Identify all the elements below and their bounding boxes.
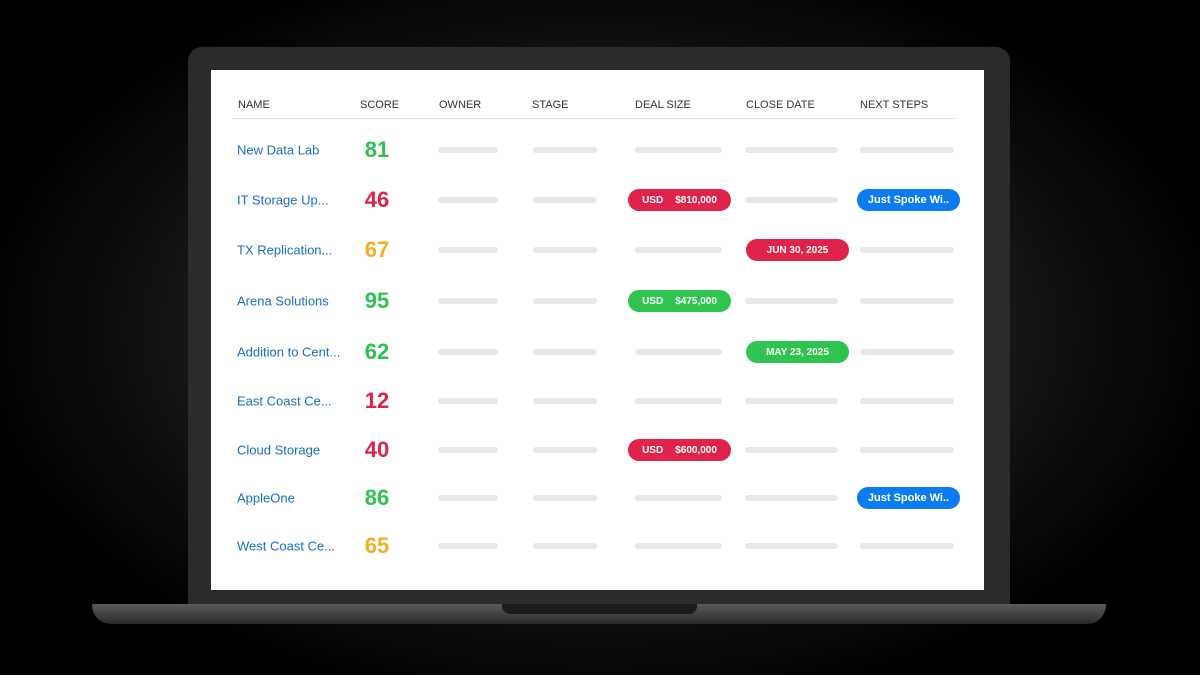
next-steps-pill[interactable]: Just Spoke Wi.. bbox=[857, 487, 960, 509]
placeholder-bar bbox=[860, 447, 954, 453]
placeholder-bar bbox=[635, 147, 722, 153]
deal-size-pill: USD $600,000 bbox=[628, 439, 731, 461]
close-date-pill: JUN 30, 2025 bbox=[746, 239, 849, 261]
column-header: DEAL SIZE bbox=[635, 99, 691, 111]
column-header: NAME bbox=[238, 99, 270, 111]
placeholder-bar bbox=[533, 197, 597, 203]
score: 65 bbox=[364, 533, 390, 558]
placeholder-bar bbox=[533, 298, 597, 304]
placeholder-bar bbox=[745, 298, 838, 304]
deal-size-pill: USD $810,000 bbox=[628, 189, 731, 211]
placeholder-bar bbox=[635, 495, 722, 501]
column-header: OWNER bbox=[439, 99, 482, 111]
deal-name-link[interactable]: IT Storage Up... bbox=[237, 192, 329, 208]
column-header: STAGE bbox=[532, 99, 569, 111]
score: 62 bbox=[364, 339, 390, 364]
placeholder-bar bbox=[533, 543, 597, 549]
deal-name-link[interactable]: New Data Lab bbox=[237, 142, 320, 158]
amount: $475,000 bbox=[675, 295, 717, 307]
score: 86 bbox=[364, 485, 390, 510]
placeholder-bar bbox=[438, 147, 498, 153]
screen bbox=[211, 70, 984, 590]
placeholder-bar bbox=[745, 398, 838, 404]
amount: $810,000 bbox=[675, 194, 717, 206]
placeholder-bar bbox=[438, 398, 498, 404]
placeholder-bar bbox=[745, 447, 838, 453]
score: 40 bbox=[364, 437, 390, 462]
currency: USD bbox=[642, 194, 664, 206]
deal-name-link[interactable]: Addition to Cent... bbox=[237, 344, 341, 360]
deal-name-link[interactable]: East Coast Ce... bbox=[237, 393, 332, 409]
placeholder-bar bbox=[438, 197, 498, 203]
placeholder-bar bbox=[635, 543, 722, 549]
deal-name-link[interactable]: Arena Solutions bbox=[237, 293, 329, 309]
placeholder-bar bbox=[860, 247, 954, 253]
deal-name-link[interactable]: Cloud Storage bbox=[237, 442, 321, 458]
placeholder-bar bbox=[745, 543, 838, 549]
deal-size-pill: USD $475,000 bbox=[628, 290, 731, 312]
score: 46 bbox=[364, 187, 390, 212]
column-header: NEXT STEPS bbox=[860, 99, 929, 111]
column-header: SCORE bbox=[360, 99, 400, 111]
placeholder-bar bbox=[438, 543, 498, 549]
placeholder-bar bbox=[438, 349, 498, 355]
deal-name-link[interactable]: West Coast Ce... bbox=[237, 538, 336, 554]
placeholder-bar bbox=[533, 349, 597, 355]
currency: USD bbox=[642, 444, 664, 456]
placeholder-bar bbox=[533, 447, 597, 453]
laptop-notch bbox=[502, 604, 697, 614]
placeholder-bar bbox=[438, 247, 498, 253]
placeholder-bar bbox=[635, 247, 722, 253]
placeholder-bar bbox=[533, 398, 597, 404]
placeholder-bar bbox=[438, 447, 498, 453]
placeholder-bar bbox=[533, 495, 597, 501]
score: 81 bbox=[364, 137, 390, 162]
score: 12 bbox=[364, 388, 390, 413]
placeholder-bar bbox=[438, 495, 498, 501]
placeholder-bar bbox=[533, 147, 597, 153]
deal-name-link[interactable]: AppleOne bbox=[237, 490, 295, 506]
placeholder-bar bbox=[860, 298, 954, 304]
laptop-base bbox=[92, 604, 1106, 624]
placeholder-bar bbox=[745, 197, 838, 203]
next-steps-pill[interactable]: Just Spoke Wi.. bbox=[857, 189, 960, 211]
placeholder-bar bbox=[745, 495, 838, 501]
placeholder-bar bbox=[860, 349, 954, 355]
placeholder-bar bbox=[860, 147, 954, 153]
placeholder-bar bbox=[745, 147, 838, 153]
placeholder-bar bbox=[635, 349, 722, 355]
currency: USD bbox=[642, 295, 664, 307]
close-date-pill: MAY 23, 2025 bbox=[746, 341, 849, 363]
deal-name-link[interactable]: TX Replication... bbox=[237, 242, 333, 258]
placeholder-bar bbox=[635, 398, 722, 404]
header-rule bbox=[232, 118, 955, 119]
placeholder-bar bbox=[533, 247, 597, 253]
score: 95 bbox=[364, 288, 390, 313]
placeholder-bar bbox=[860, 543, 954, 549]
amount: $600,000 bbox=[675, 444, 717, 456]
column-header: CLOSE DATE bbox=[746, 99, 815, 111]
placeholder-bar bbox=[438, 298, 498, 304]
placeholder-bar bbox=[860, 398, 954, 404]
score: 67 bbox=[364, 237, 390, 262]
